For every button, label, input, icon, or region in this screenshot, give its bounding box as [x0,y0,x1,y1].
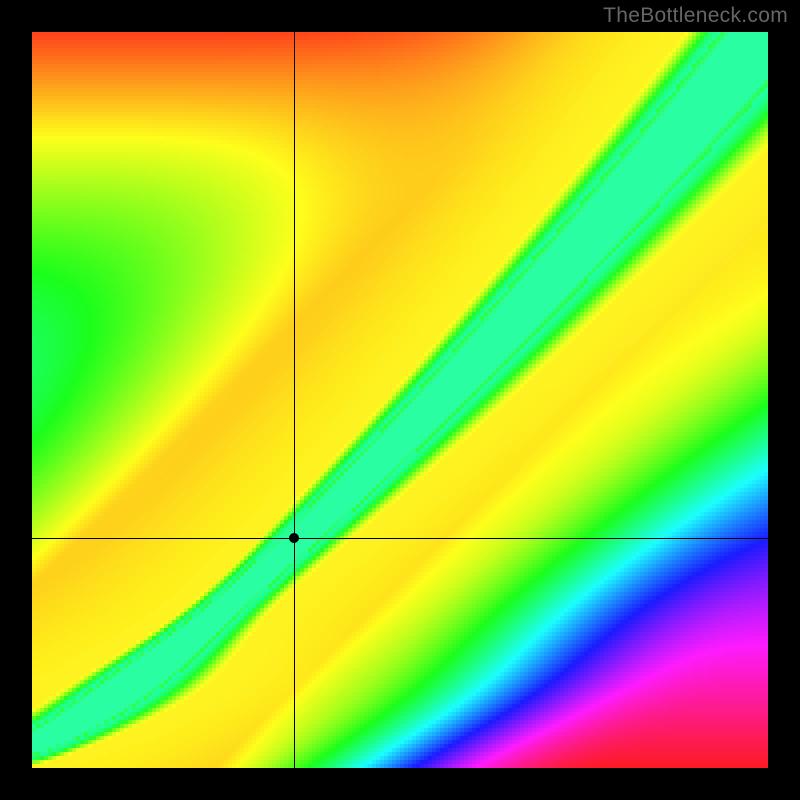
watermark-text: TheBottleneck.com [603,4,788,28]
heatmap-canvas [32,32,768,768]
heatmap-plot [32,32,768,768]
crosshair-horizontal [32,538,768,539]
crosshair-vertical [294,32,295,768]
crosshair-marker [289,533,299,543]
